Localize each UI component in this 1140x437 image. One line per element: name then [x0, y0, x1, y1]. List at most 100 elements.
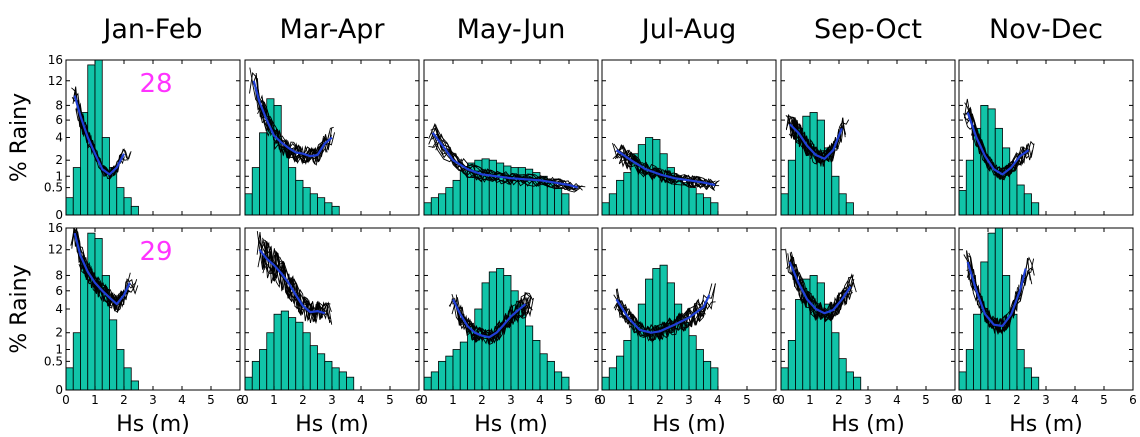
histogram-panel: 0 1 2 3 4 5 6	[955, 227, 1137, 407]
histogram-bar	[659, 153, 668, 215]
histogram-bar	[1016, 349, 1025, 390]
histogram-bar	[430, 197, 439, 215]
histogram-bar	[123, 197, 132, 215]
x-axis-label: Hs (m)	[1009, 412, 1083, 437]
member-curve	[618, 303, 706, 339]
member-curve	[615, 288, 707, 342]
histogram-bar	[623, 339, 632, 390]
histogram-bar	[438, 193, 447, 215]
histogram-bar	[338, 371, 347, 390]
mean-curve	[615, 294, 711, 334]
histogram-bar	[781, 367, 789, 390]
panel-label: 29	[139, 237, 172, 267]
histogram-bar	[66, 197, 74, 215]
histogram-bar	[546, 360, 555, 390]
histogram-panel	[958, 59, 1134, 216]
x-tick-label: 0	[955, 393, 963, 407]
histogram-bar	[787, 159, 796, 215]
histogram-bar	[1009, 167, 1018, 215]
x-tick-label: 3	[864, 393, 872, 407]
x-tick-label: 4	[536, 393, 544, 407]
histogram-bar	[474, 308, 483, 390]
histogram-bar	[116, 349, 125, 390]
x-axis-label: Hs (m)	[116, 412, 190, 437]
histogram-bar	[302, 187, 311, 215]
histogram-bar	[295, 321, 304, 390]
histogram-bar	[273, 104, 282, 215]
histogram-bar	[438, 360, 447, 390]
member-curve	[254, 87, 334, 165]
histogram-bar	[324, 202, 333, 215]
histogram-bar	[317, 197, 326, 215]
histogram-bar	[94, 60, 103, 215]
histogram-bar	[809, 112, 818, 215]
histogram-bar	[710, 367, 719, 390]
x-tick-label: 4	[357, 393, 365, 407]
x-tick-label: 6	[415, 393, 423, 407]
y-tick-label: 12	[48, 74, 63, 88]
histogram-bar	[816, 282, 825, 390]
histogram-panel: 0 1 2 3 4 5 6	[241, 227, 423, 407]
x-tick-label: 0	[598, 393, 606, 407]
member-curve	[256, 78, 324, 158]
histogram-bar	[488, 159, 497, 215]
histogram-bar	[973, 313, 982, 390]
y-tick-label: 1	[55, 169, 63, 183]
histogram-bar	[116, 187, 125, 215]
histogram-bar	[845, 371, 854, 390]
x-tick-label: 5	[922, 393, 930, 407]
x-tick-label: 2	[835, 393, 843, 407]
histogram-bar	[251, 360, 260, 390]
histogram-bar	[681, 182, 690, 215]
histogram-bar	[109, 319, 118, 390]
histogram-bar	[295, 179, 304, 215]
member-curve	[435, 133, 570, 189]
x-tick-label: 2	[656, 393, 664, 407]
member-curve	[71, 228, 126, 310]
histogram-bar	[324, 360, 333, 390]
mean-curve	[431, 132, 579, 189]
histogram-bar	[317, 353, 326, 390]
histogram-bar	[288, 317, 297, 390]
histogram-bar	[965, 159, 974, 215]
member-curve	[434, 124, 586, 190]
histogram-bar	[539, 353, 548, 390]
histogram-bar	[853, 376, 862, 390]
histogram-bar	[795, 299, 804, 390]
histogram-bar	[459, 170, 468, 215]
mean-curve	[452, 298, 527, 339]
x-tick-label: 4	[893, 393, 901, 407]
histogram-bar	[831, 175, 840, 215]
mean-curve	[615, 149, 716, 187]
histogram-bar	[1016, 184, 1025, 215]
y-axis-labels: % Rainy % Rainy	[7, 93, 32, 354]
histogram-bar	[130, 205, 139, 215]
histogram-bar	[616, 355, 625, 390]
histogram-bar	[831, 332, 840, 390]
member-curve	[616, 283, 716, 339]
x-tick-label: 1	[270, 393, 278, 407]
column-title: May-Jun	[457, 14, 566, 45]
column-title: Sep-Oct	[814, 14, 922, 45]
histogram-bar	[445, 355, 454, 390]
histogram-bar	[346, 376, 355, 390]
histogram-bar	[1023, 193, 1032, 215]
histogram-bar	[251, 167, 260, 215]
y-tick-label: 4	[55, 302, 63, 316]
y-tick-label: 0.5	[44, 181, 63, 195]
histogram-panel: 0 1 2 3 4 5 6	[420, 227, 602, 407]
histogram-bar	[1002, 275, 1011, 390]
x-tick-label: 6	[594, 393, 602, 407]
x-tick-label: 3	[1042, 393, 1050, 407]
histogram-bar	[66, 367, 74, 390]
member-curve	[254, 84, 332, 163]
histogram-bar	[87, 232, 96, 390]
histogram-bar	[1031, 202, 1040, 215]
column-title: Jan-Feb	[101, 14, 202, 45]
histogram-bar	[309, 345, 318, 390]
histogram-bar	[280, 310, 289, 390]
x-axis-label: Hs (m)	[831, 412, 905, 437]
x-tick-label: 6	[951, 393, 959, 407]
histogram-bar	[459, 341, 468, 390]
